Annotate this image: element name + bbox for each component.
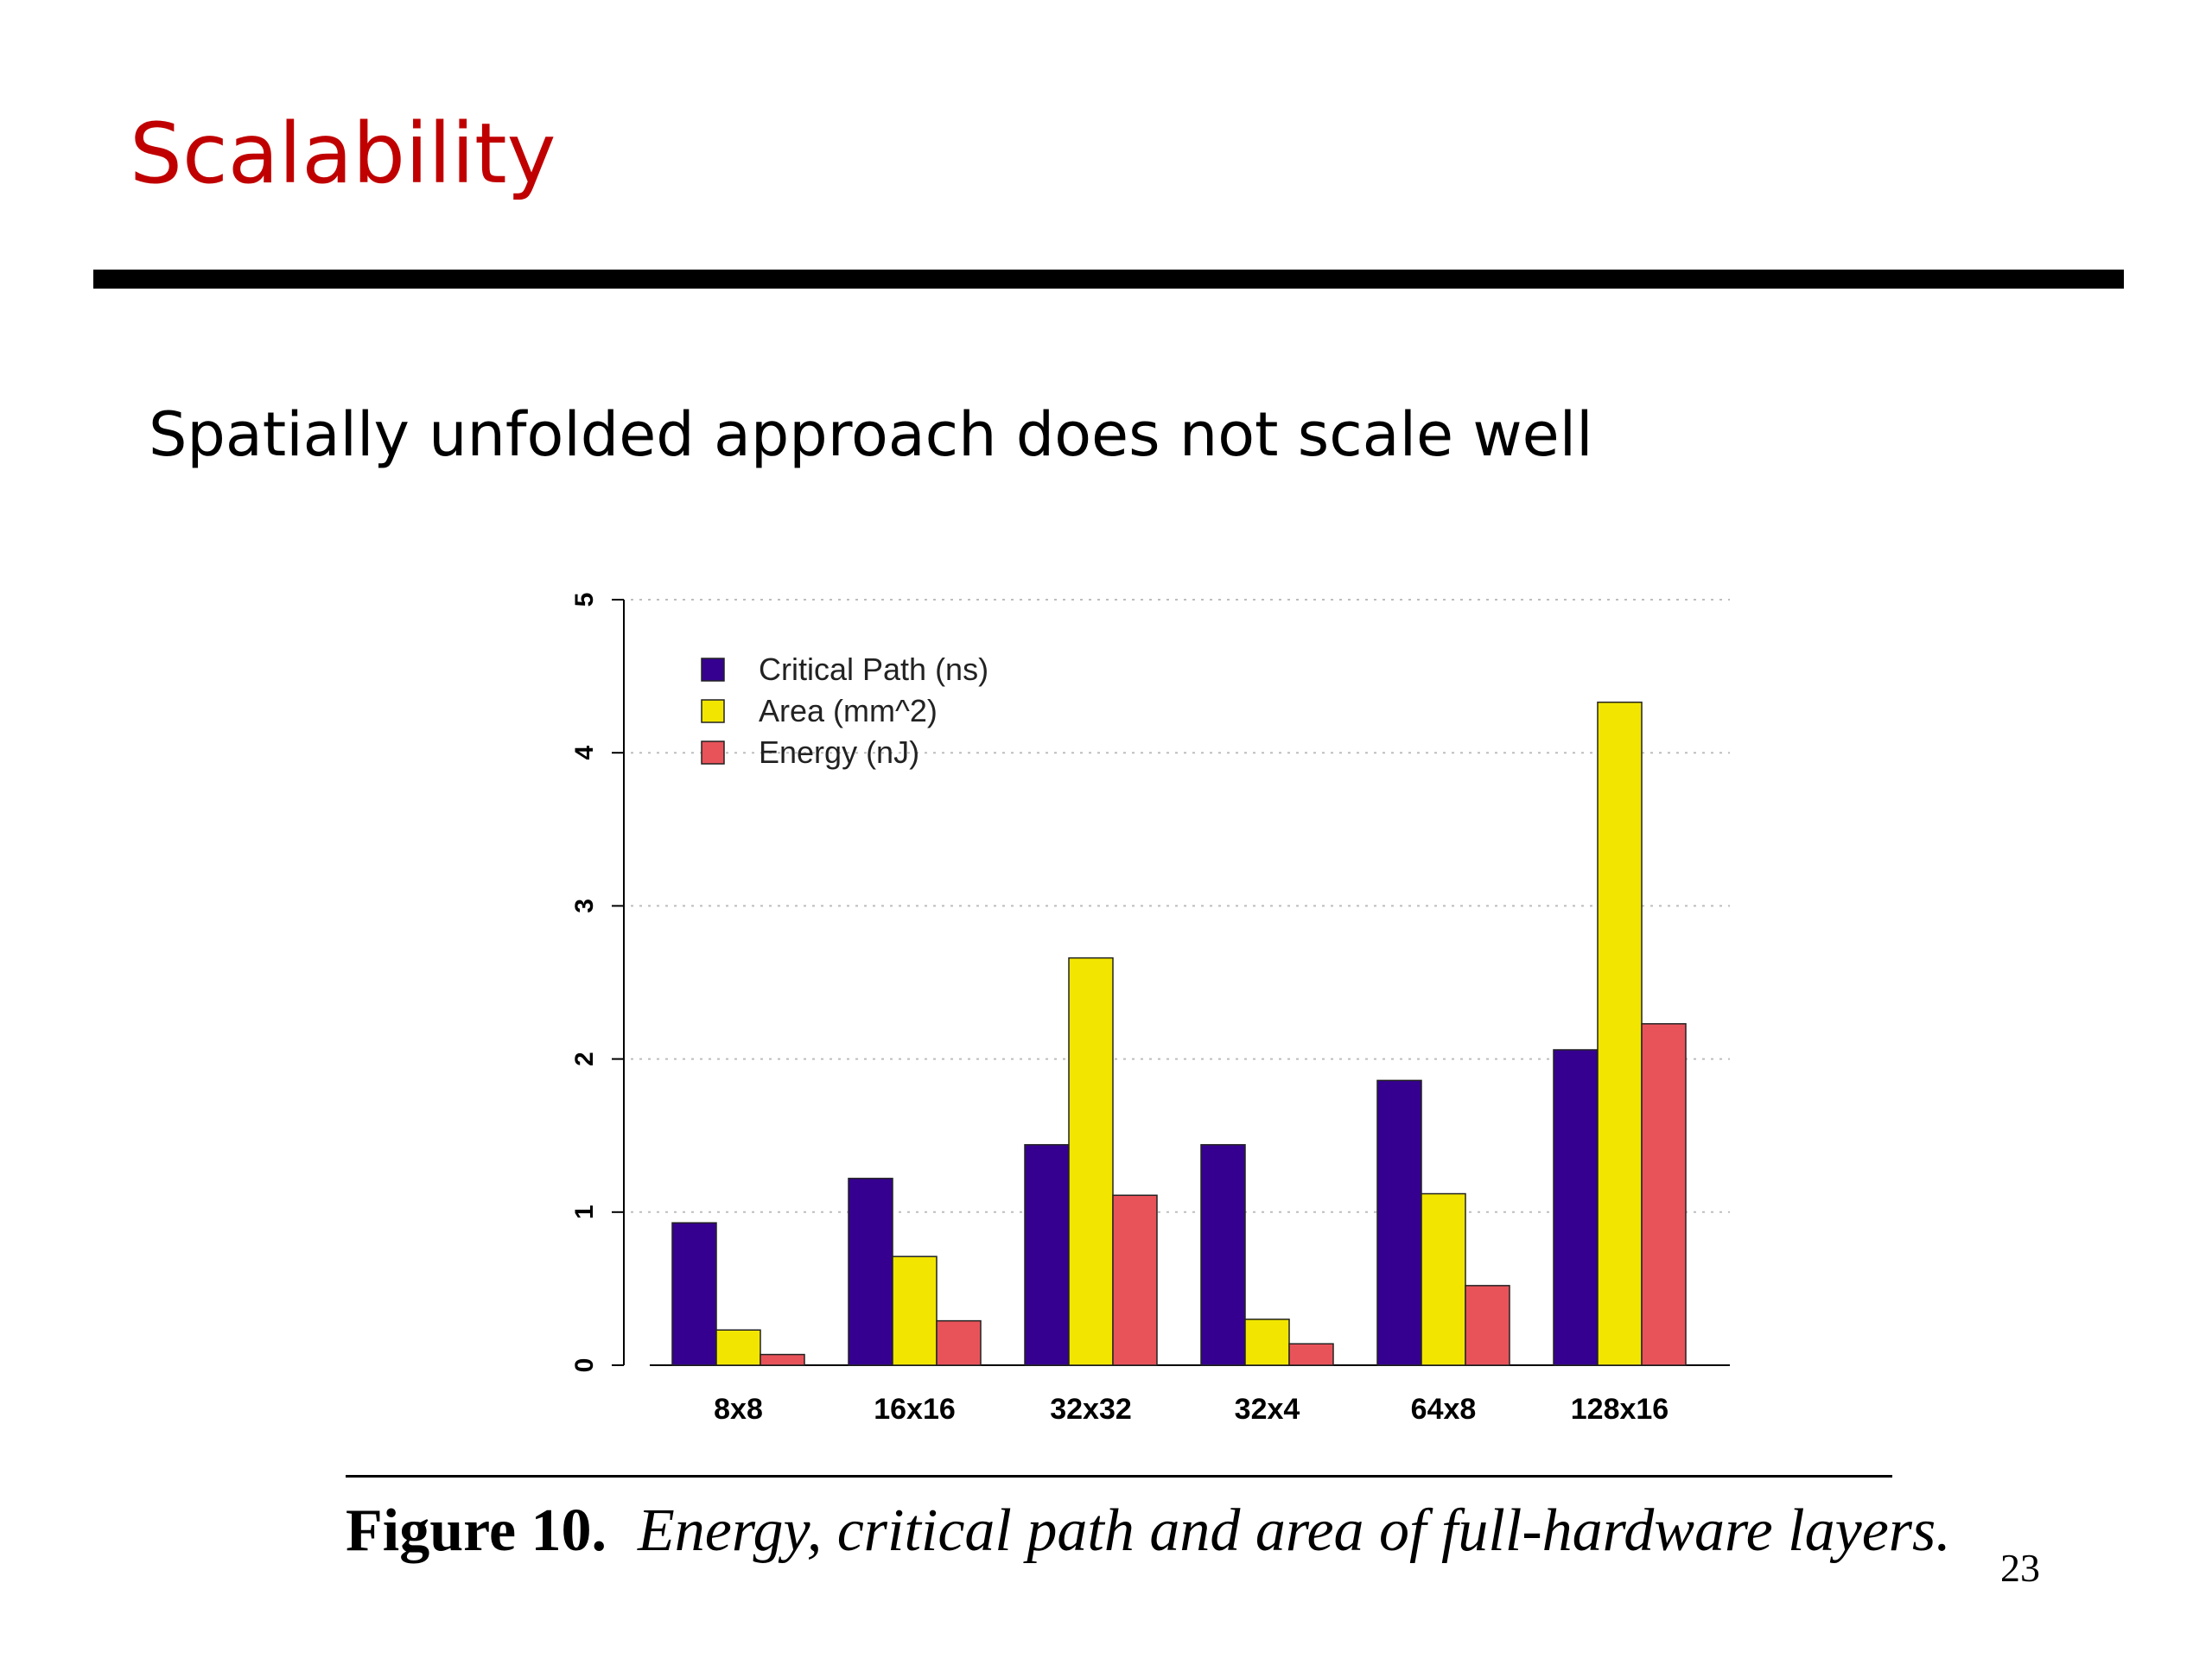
bar-8x8-critical-path — [671, 1222, 717, 1366]
bar-32x4-critical-path — [1200, 1144, 1246, 1366]
bar-16x16-critical-path — [848, 1178, 893, 1366]
bar-16x16-area — [892, 1255, 938, 1366]
y-tick-label-0: 0 — [570, 1358, 599, 1373]
x-tick-label-0: 8x8 — [714, 1393, 763, 1426]
bar-64x8-area — [1421, 1192, 1466, 1366]
bar-128x16-critical-path — [1553, 1049, 1599, 1366]
bar-8x8-area — [715, 1329, 761, 1366]
bar-128x16-area — [1597, 701, 1643, 1366]
bar-32x32-area — [1068, 957, 1114, 1366]
legend-swatch-1 — [701, 699, 725, 723]
bar-32x32-energy — [1112, 1194, 1158, 1366]
bar-32x4-area — [1244, 1319, 1290, 1366]
legend-label-1: Area (mm^2) — [759, 693, 938, 728]
x-tick-label-4: 64x8 — [1411, 1393, 1477, 1426]
slide-subtitle: Spatially unfolded approach does not sca… — [149, 399, 1593, 470]
y-tick-label-1: 1 — [570, 1205, 599, 1219]
bar-chart: 0 1 2 3 4 5 8x8 16x16 32x32 32x4 64x8 128x16 Critica… — [570, 593, 1730, 1426]
figure-label: Figure 10. — [346, 1497, 607, 1564]
bar-8x8-energy — [760, 1353, 805, 1366]
bar-128x16-energy — [1641, 1023, 1687, 1366]
legend-label-0: Critical Path (ns) — [759, 652, 988, 687]
legend-swatch-2 — [701, 741, 725, 765]
bar-32x32-critical-path — [1024, 1144, 1070, 1366]
y-tick-label-3: 3 — [570, 899, 599, 913]
x-tick-label-5: 128x16 — [1571, 1393, 1669, 1426]
y-tick-label-5: 5 — [570, 593, 599, 607]
figure-caption-text: Energy, critical path and area of full-h… — [638, 1497, 1951, 1564]
bar-32x4-energy — [1288, 1343, 1334, 1366]
figure-caption: Figure 10. Energy, critical path and area… — [346, 1495, 1951, 1567]
y-tick-label-4: 4 — [570, 746, 599, 760]
bar-16x16-energy — [936, 1319, 982, 1366]
page-number: 23 — [2000, 1546, 2040, 1590]
title-divider — [93, 270, 2124, 289]
x-tick-label-2: 32x32 — [1050, 1393, 1132, 1426]
bar-64x8-energy — [1465, 1285, 1510, 1366]
x-tick-label-3: 32x4 — [1235, 1393, 1300, 1426]
legend-swatch-0 — [701, 658, 725, 682]
legend-label-2: Energy (nJ) — [759, 734, 919, 770]
slide-title: Scalability — [130, 105, 556, 202]
figure-rule — [346, 1475, 1892, 1478]
x-tick-label-1: 16x16 — [874, 1393, 956, 1426]
bar-64x8-critical-path — [1376, 1079, 1422, 1366]
y-tick-label-2: 2 — [570, 1052, 599, 1066]
